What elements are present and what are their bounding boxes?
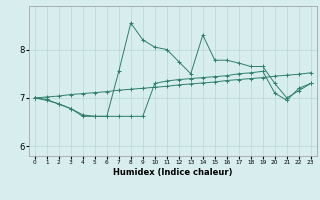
X-axis label: Humidex (Indice chaleur): Humidex (Indice chaleur) <box>113 168 233 177</box>
